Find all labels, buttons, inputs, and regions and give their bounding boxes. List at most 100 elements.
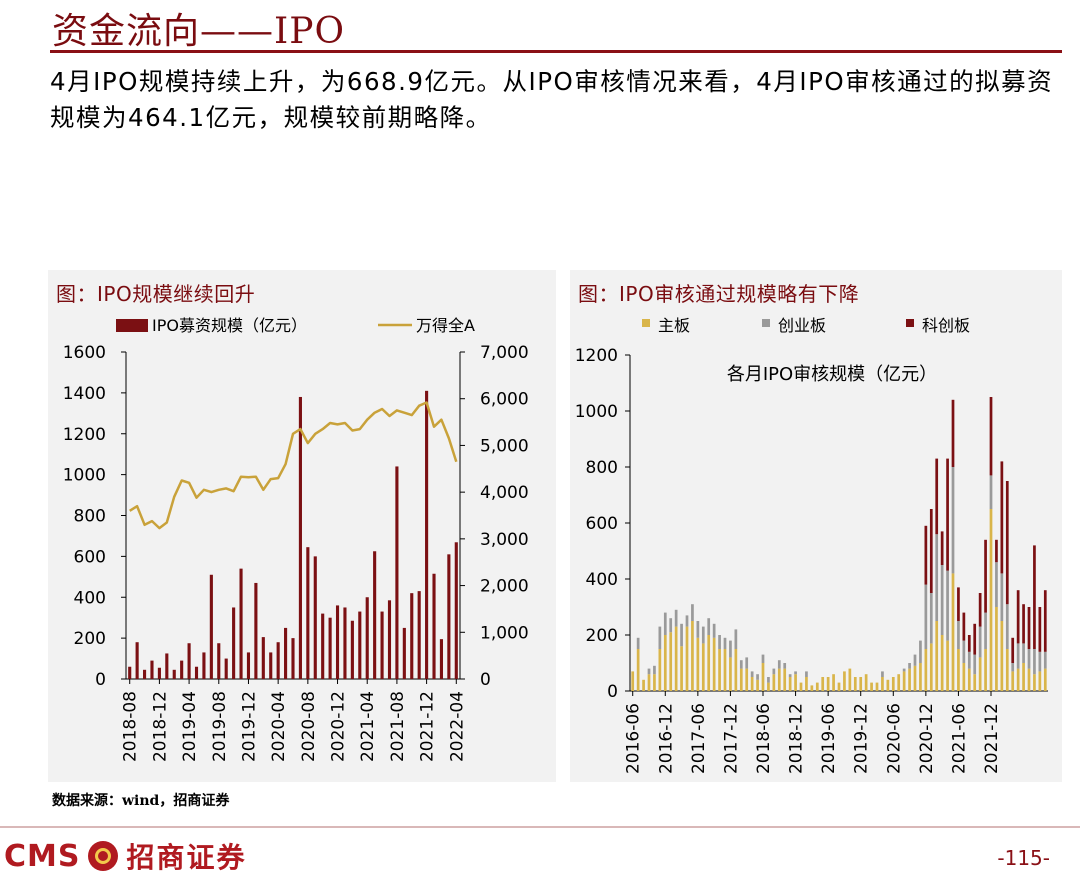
review-bar-segment bbox=[1000, 573, 1004, 621]
x-tick-label: 2021-12 bbox=[418, 691, 438, 762]
review-bar-segment bbox=[636, 637, 640, 649]
review-bar-segment bbox=[772, 674, 776, 691]
review-bar-segment bbox=[1016, 590, 1020, 644]
review-bar-segment bbox=[658, 626, 662, 649]
y-tick-label: 800 bbox=[586, 458, 618, 478]
x-tick-label: 2016-06 bbox=[624, 703, 644, 774]
review-bar-segment bbox=[962, 612, 966, 641]
review-bar-segment bbox=[951, 399, 955, 467]
review-bar-segment bbox=[739, 668, 743, 691]
summary-text: 4月IPO规模持续上升，为668.9亿元。从IPO审核情况来看，4月IPO审核通… bbox=[50, 67, 1054, 132]
review-bar-segment bbox=[756, 679, 759, 691]
ipo-bar bbox=[373, 551, 377, 679]
review-bar-segment bbox=[913, 665, 917, 691]
page-number: -115- bbox=[997, 846, 1050, 870]
x-tick-label: 2016-12 bbox=[656, 703, 676, 774]
x-tick-label: 2021-06 bbox=[949, 703, 969, 774]
review-bar-segment bbox=[929, 509, 933, 593]
review-bar-segment bbox=[984, 539, 987, 613]
review-bar-segment bbox=[962, 640, 966, 663]
legend-swatch-ipo bbox=[116, 319, 148, 332]
brand-logo: CMS 招商证券 bbox=[4, 838, 247, 875]
review-bar-segment bbox=[940, 531, 944, 565]
review-bar-segment bbox=[891, 677, 895, 691]
ipo-bar bbox=[321, 613, 325, 679]
left-y-tick-label: 1400 bbox=[63, 384, 106, 404]
ipo-bar bbox=[180, 660, 184, 679]
review-bar-segment bbox=[761, 654, 765, 663]
review-bar-segment bbox=[935, 621, 939, 691]
review-bar-segment bbox=[805, 671, 808, 677]
y-tick-label: 200 bbox=[586, 626, 618, 646]
review-bar-segment bbox=[935, 458, 939, 535]
review-bar-segment bbox=[647, 674, 651, 691]
ipo-bar bbox=[350, 620, 354, 679]
review-bar-segment bbox=[739, 660, 743, 669]
review-bar-segment bbox=[642, 679, 645, 691]
review-bar-segment bbox=[870, 682, 873, 691]
x-tick-label: 2019-04 bbox=[180, 691, 200, 762]
left-y-tick-label: 800 bbox=[74, 507, 106, 527]
review-bar-segment bbox=[712, 623, 716, 638]
review-bar-segment bbox=[636, 649, 640, 691]
x-tick-label: 2018-12 bbox=[150, 691, 170, 762]
review-bar-segment bbox=[707, 618, 711, 635]
review-bar-segment bbox=[978, 626, 982, 658]
review-bar-segment bbox=[1043, 651, 1047, 669]
review-bar-segment bbox=[729, 657, 732, 691]
review-bar-segment bbox=[946, 640, 949, 691]
title-divider bbox=[50, 50, 1062, 53]
brand-cms-text: CMS bbox=[4, 838, 81, 874]
ipo-bar bbox=[276, 642, 280, 679]
review-bar-segment bbox=[783, 668, 787, 691]
review-bar-segment bbox=[794, 671, 797, 675]
review-bar-segment bbox=[701, 643, 705, 691]
review-bar-segment bbox=[989, 397, 993, 476]
review-bar-segment bbox=[957, 621, 960, 649]
left-y-tick-label: 200 bbox=[74, 629, 106, 649]
y-tick-label: 1200 bbox=[575, 346, 618, 366]
review-bar-segment bbox=[788, 677, 792, 691]
review-bar-segment bbox=[951, 467, 955, 574]
ipo-bar bbox=[246, 652, 251, 679]
ipo-review-chart-panel: 图：IPO审核通过规模略有下降 主板 创业板 科创板 各月IPO审核规模（亿元） 0 20… bbox=[570, 270, 1062, 782]
review-bar-segment bbox=[1027, 607, 1031, 649]
legend-swatch-0 bbox=[642, 319, 650, 327]
review-bar-segment bbox=[1022, 604, 1025, 644]
ipo-bar bbox=[284, 627, 288, 679]
ipo-bar bbox=[380, 611, 384, 679]
brand-chinese-name: 招商证券 bbox=[126, 841, 247, 874]
review-bar-segment bbox=[718, 649, 721, 691]
review-bar-segment bbox=[647, 668, 651, 675]
ipo-bar bbox=[402, 627, 406, 679]
review-bar-segment bbox=[1011, 663, 1015, 672]
ipo-bar bbox=[395, 466, 399, 679]
review-bar-segment bbox=[995, 539, 998, 563]
footer-divider bbox=[0, 826, 1080, 828]
review-bar-segment bbox=[663, 635, 667, 691]
ipo-bar bbox=[142, 669, 147, 679]
ipo-bar bbox=[224, 658, 228, 679]
review-bar-segment bbox=[984, 649, 987, 691]
review-bar-segment bbox=[701, 626, 705, 644]
ipo-bar bbox=[328, 617, 332, 679]
x-tick-label: 2021-08 bbox=[388, 691, 408, 762]
review-bar-segment bbox=[631, 671, 635, 691]
ipo-bar bbox=[417, 591, 421, 679]
review-bar-segment bbox=[1038, 671, 1042, 691]
review-bar-segment bbox=[1011, 637, 1015, 663]
review-bar-segment bbox=[1000, 621, 1004, 691]
ipo-bar bbox=[194, 666, 199, 679]
ipo-bar bbox=[269, 652, 273, 679]
review-bar-segment bbox=[696, 621, 700, 638]
review-bar-segment bbox=[1000, 461, 1004, 574]
review-bar-segment bbox=[978, 593, 982, 627]
review-bar-segment bbox=[995, 562, 998, 607]
y-tick-label: 400 bbox=[586, 570, 618, 590]
x-tick-label: 2018-08 bbox=[121, 691, 141, 762]
review-bar-segment bbox=[843, 671, 846, 691]
wande-index-line bbox=[129, 401, 458, 530]
ipo-bar bbox=[261, 637, 265, 679]
review-bar-segment bbox=[989, 475, 993, 509]
right-y-tick-label: 3,000 bbox=[480, 530, 529, 550]
